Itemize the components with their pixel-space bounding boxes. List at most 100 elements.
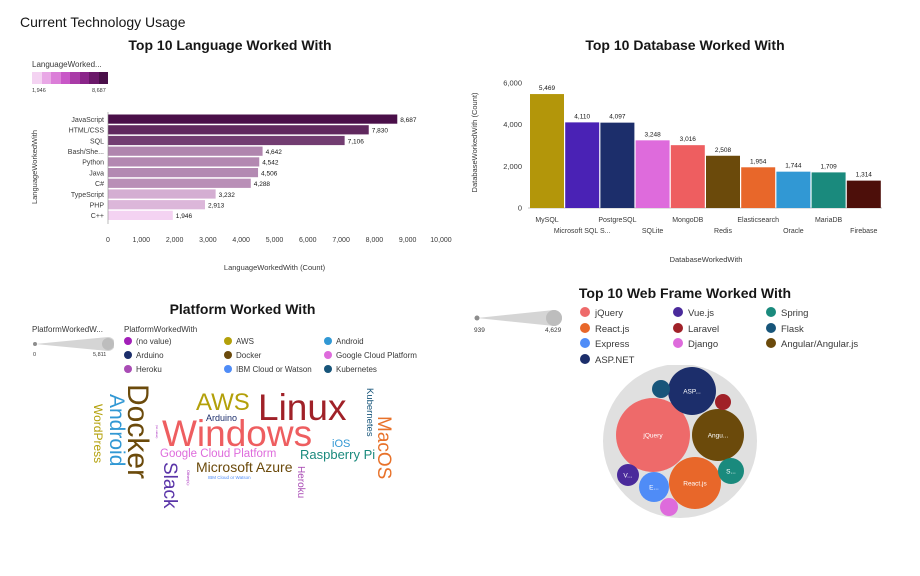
platform-legend-item[interactable]: Docker	[224, 351, 261, 360]
language-value-label: 1,946	[176, 213, 193, 220]
language-category-label: TypeScript	[71, 192, 104, 199]
database-category-label: Microsoft SQL S...	[554, 228, 611, 235]
platform-word: MacOS	[373, 416, 394, 479]
bubble	[617, 464, 639, 486]
bubble-label: V...	[623, 473, 632, 480]
webframe-color-legend: jQuery Vue.js Spring React.js Laravel Flask Ex…	[580, 307, 880, 367]
language-bar	[108, 114, 398, 124]
database-value-label: 1,709	[820, 163, 837, 170]
database-category-label: Elasticsearch	[737, 217, 779, 224]
legend-label: Android	[336, 337, 364, 346]
database-value-label: 3,248	[644, 131, 661, 138]
platform-legend-item[interactable]: Android	[324, 337, 364, 346]
webframe-legend-item[interactable]: jQuery	[580, 307, 623, 319]
legend-swatch	[673, 338, 683, 348]
language-value-label: 4,506	[261, 170, 278, 177]
legend-swatch	[580, 338, 590, 348]
database-value-label: 1,314	[856, 172, 873, 179]
language-category-label: C++	[91, 213, 104, 220]
language-x-tick-label: 3,000	[199, 237, 217, 244]
legend-swatch	[766, 307, 776, 317]
language-category-label: PHP	[90, 202, 105, 209]
database-chart-title: Top 10 Database Worked With	[585, 37, 785, 53]
language-value-label: 4,642	[266, 149, 283, 156]
language-value-label: 3,232	[219, 192, 236, 199]
legend-label: AWS	[236, 337, 254, 346]
bubble	[639, 472, 669, 502]
legend-swatch	[224, 365, 232, 373]
platform-legend-item[interactable]: Arduino	[124, 351, 164, 360]
platform-word: Kubernetes	[364, 388, 375, 437]
database-category-label: MySQL	[535, 217, 558, 224]
webframe-bubble-chart: jQuery ASP... Angu... React.js S... V... E...	[603, 365, 757, 518]
bubble-label: React.js	[683, 481, 707, 488]
legend-label: (no value)	[136, 337, 172, 346]
platform-word: Linux	[258, 387, 347, 428]
database-value-label: 3,016	[680, 136, 697, 143]
legend-swatch	[124, 351, 132, 359]
legend-swatch	[580, 322, 590, 333]
webframe-legend-item[interactable]: React.js	[580, 322, 630, 335]
webframe-legend-item[interactable]: Django	[673, 338, 718, 350]
legend-swatch	[324, 351, 332, 359]
language-x-axis-label: LanguageWorkedWith (Count)	[224, 263, 326, 272]
language-x-tick-label: 10,000	[430, 237, 452, 244]
legend-label: Angular/Angular.js	[781, 339, 859, 350]
language-x-tick-label: 4,000	[232, 237, 250, 244]
database-bar	[635, 140, 670, 208]
legend-swatch	[766, 322, 776, 333]
platform-legend-item[interactable]: Google Cloud Platform	[324, 351, 417, 360]
bubble	[692, 409, 744, 461]
bubble	[668, 367, 716, 415]
legend-swatch	[766, 338, 776, 348]
platform-chart-title: Platform Worked With	[169, 301, 316, 317]
webframe-legend-item[interactable]: Express	[580, 338, 629, 350]
webframe-legend-item[interactable]: Angular/Angular.js	[766, 338, 858, 350]
bubble	[718, 458, 744, 484]
bubble	[652, 380, 670, 398]
language-value-label: 2,913	[208, 202, 225, 209]
platform-size-min: 0	[33, 352, 37, 358]
language-x-tick-label: 2,000	[166, 237, 184, 244]
webframe-legend-item[interactable]: Flask	[766, 322, 804, 335]
platform-word: Raspberry Pi	[300, 447, 375, 462]
language-legend-title: LanguageWorked...	[32, 60, 102, 69]
platform-legend-item[interactable]: Kubernetes	[324, 365, 377, 374]
webframe-legend-item[interactable]: ASP.NET	[580, 353, 634, 366]
language-x-tick-label: 9,000	[399, 237, 417, 244]
language-value-label: 7,830	[372, 128, 389, 135]
platform-legend-item[interactable]: IBM Cloud or Watson	[224, 365, 312, 374]
database-value-label: 4,097	[609, 114, 626, 121]
legend-label: Docker	[236, 351, 262, 360]
database-category-label: Oracle	[783, 228, 804, 235]
database-category-label: MongoDB	[672, 217, 703, 224]
platform-legend-item[interactable]: (no value)	[124, 337, 172, 346]
webframe-legend-item[interactable]: Laravel	[673, 322, 719, 335]
database-bar	[741, 167, 776, 208]
legend-label: Heroku	[136, 365, 162, 374]
bubble-label: jQuery	[642, 433, 663, 440]
legend-swatch	[673, 307, 683, 317]
language-chart-title: Top 10 Language Worked With	[128, 37, 332, 53]
legend-label: Vue.js	[688, 308, 715, 319]
webframe-legend-item[interactable]: Spring	[766, 307, 808, 319]
language-bar	[108, 210, 173, 220]
webframe-size-max: 4,629	[545, 327, 562, 334]
language-category-label: C#	[95, 181, 104, 188]
platform-word: AWS	[196, 389, 250, 416]
platform-legend-item[interactable]: Heroku	[124, 365, 162, 374]
legend-label: Google Cloud Platform	[336, 351, 417, 360]
platform-legend-item[interactable]: AWS	[224, 337, 254, 346]
legend-label: React.js	[595, 323, 630, 335]
language-bar	[108, 178, 251, 188]
language-bar	[108, 146, 263, 156]
platform-word: (no value)	[155, 425, 159, 438]
database-bar	[530, 94, 564, 208]
language-value-label: 4,542	[262, 160, 279, 167]
webframe-legend-item[interactable]: Vue.js	[673, 307, 714, 319]
platform-color-legend-title: PlatformWorkedWith	[124, 325, 198, 334]
database-bar	[600, 122, 635, 208]
platform-size-legend	[33, 337, 114, 351]
platform-word: Docker	[121, 384, 154, 479]
language-bar	[108, 189, 216, 199]
